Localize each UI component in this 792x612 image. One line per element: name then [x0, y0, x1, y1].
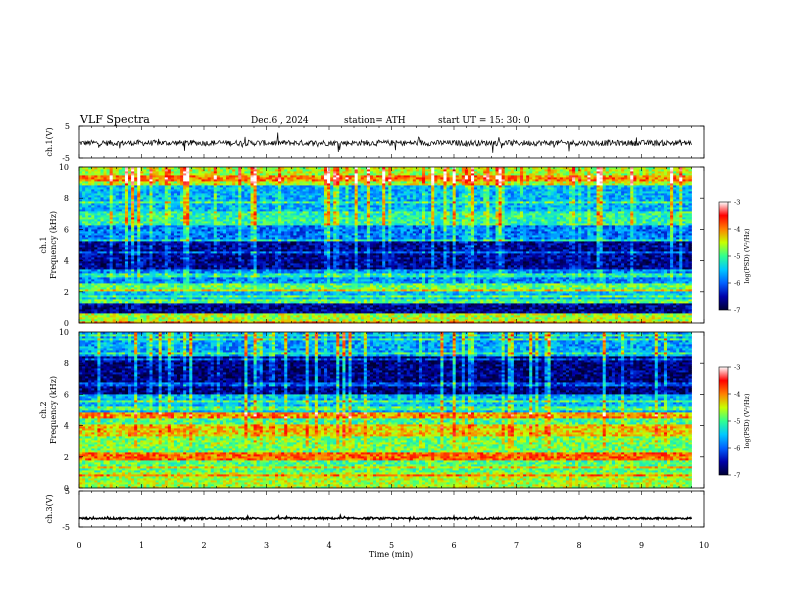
ch1-waveform-ylabel: ch.1(V)	[45, 127, 54, 156]
station-label: station= ATH	[344, 116, 406, 126]
ch1-waveform-ytick-label: 5	[65, 122, 70, 131]
figure-title: VLF Spectra	[79, 113, 150, 126]
ch1-waveform-trace	[79, 133, 692, 153]
ch1-spectrogram-image	[79, 167, 692, 323]
start-ut-label: start UT = 15: 30: 0	[438, 116, 530, 126]
ch1-waveform-ytick-label: -5	[62, 154, 70, 163]
date-label: Dec.6 , 2024	[251, 116, 309, 126]
ch1-waveform-panel: 5 -5 ch.1(V)	[45, 122, 704, 163]
